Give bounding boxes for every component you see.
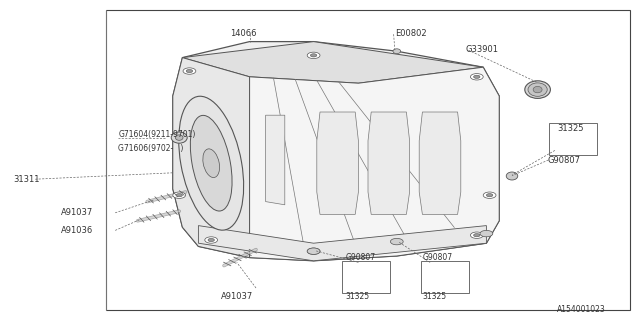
Ellipse shape xyxy=(203,149,220,178)
Ellipse shape xyxy=(172,132,188,143)
Circle shape xyxy=(208,238,214,242)
Ellipse shape xyxy=(525,81,550,99)
Text: 14066: 14066 xyxy=(230,29,257,38)
Ellipse shape xyxy=(179,96,244,230)
Polygon shape xyxy=(419,112,461,214)
Text: E00802: E00802 xyxy=(396,29,427,38)
Text: A91037: A91037 xyxy=(221,292,253,301)
Ellipse shape xyxy=(190,116,232,211)
Text: A91036: A91036 xyxy=(61,226,93,235)
Circle shape xyxy=(176,194,182,197)
Circle shape xyxy=(474,75,480,78)
Text: G71606(9702-   ): G71606(9702- ) xyxy=(118,144,184,153)
Bar xyxy=(106,10,630,310)
Circle shape xyxy=(183,68,196,74)
Circle shape xyxy=(474,234,480,237)
Text: 31311: 31311 xyxy=(13,175,39,184)
Circle shape xyxy=(470,232,483,238)
Polygon shape xyxy=(266,115,285,205)
Circle shape xyxy=(480,230,493,237)
Text: A154001023: A154001023 xyxy=(557,305,605,314)
Ellipse shape xyxy=(175,135,183,140)
Circle shape xyxy=(186,69,193,73)
Text: A91037: A91037 xyxy=(61,208,93,217)
Ellipse shape xyxy=(393,49,401,53)
Circle shape xyxy=(307,248,320,254)
Text: G71604(9211-9701): G71604(9211-9701) xyxy=(118,130,196,139)
Circle shape xyxy=(486,194,493,197)
Text: G90807: G90807 xyxy=(422,253,452,262)
Bar xyxy=(421,261,468,293)
Ellipse shape xyxy=(528,83,547,96)
Polygon shape xyxy=(173,58,250,258)
Circle shape xyxy=(390,238,403,245)
Text: G33901: G33901 xyxy=(466,45,499,54)
Text: G90807: G90807 xyxy=(346,253,376,262)
Polygon shape xyxy=(250,67,499,261)
Ellipse shape xyxy=(533,86,542,93)
Circle shape xyxy=(307,248,320,254)
Circle shape xyxy=(310,54,317,57)
Bar xyxy=(549,123,597,155)
Circle shape xyxy=(470,74,483,80)
Text: 31325: 31325 xyxy=(557,124,583,132)
Text: 31325: 31325 xyxy=(422,292,447,301)
Bar xyxy=(342,261,390,293)
Polygon shape xyxy=(368,112,410,214)
Circle shape xyxy=(307,52,320,59)
Polygon shape xyxy=(173,42,499,261)
Ellipse shape xyxy=(506,172,518,180)
Polygon shape xyxy=(317,112,358,214)
Circle shape xyxy=(483,192,496,198)
Text: 31325: 31325 xyxy=(346,292,370,301)
Polygon shape xyxy=(198,226,486,261)
Circle shape xyxy=(173,192,186,198)
Text: G90807: G90807 xyxy=(547,156,580,164)
Polygon shape xyxy=(182,42,483,83)
Circle shape xyxy=(310,250,317,253)
Circle shape xyxy=(205,237,218,243)
